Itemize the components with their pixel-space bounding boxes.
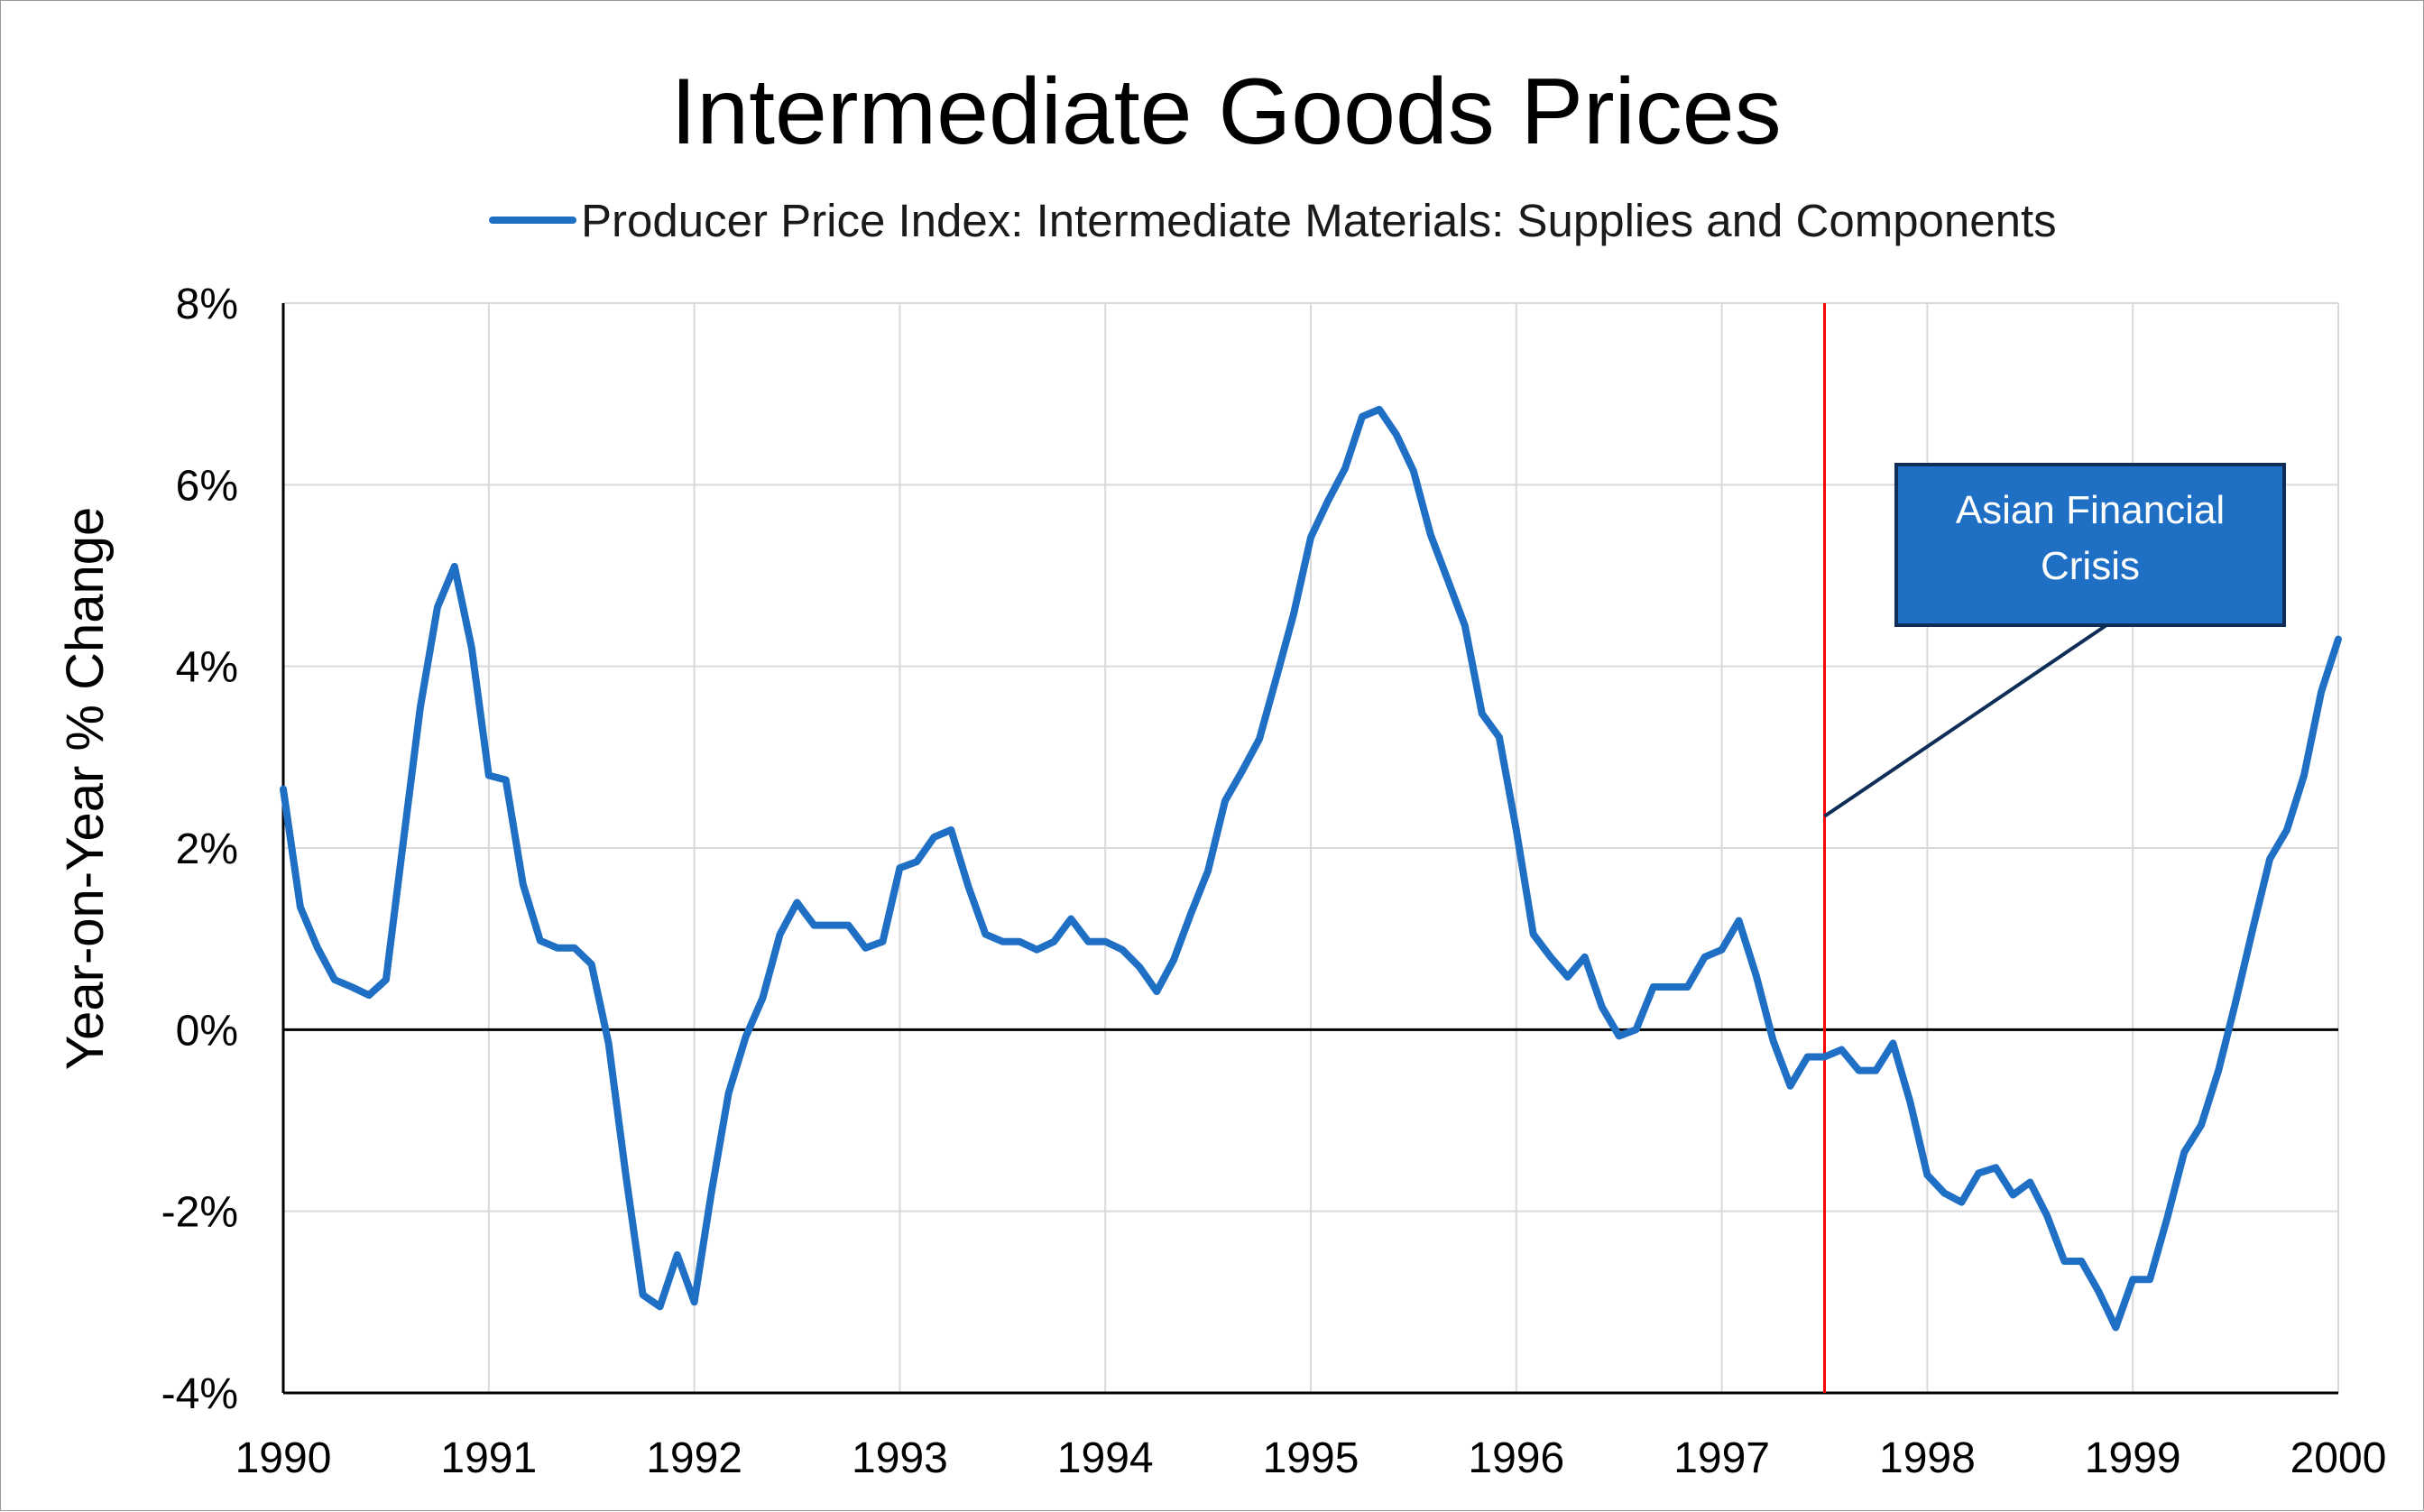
legend-label: Producer Price Index: Intermediate Mater…: [581, 195, 2057, 246]
tick-labels: -4% -2% 0% 2% 4% 6% 8% 1990 1991 1992 1993 1994 1995…: [161, 281, 2387, 1482]
y-tick-label: -4%: [161, 1370, 238, 1418]
x-tick-label: 2000: [2290, 1434, 2387, 1482]
annotation-box: [1894, 463, 2286, 627]
gridlines: [283, 302, 2339, 1394]
y-tick-label: 4%: [176, 644, 238, 692]
x-tick-label: 1997: [1673, 1434, 1770, 1482]
chart-title: Intermediate Goods Prices: [670, 60, 1781, 164]
y-tick-label: -2%: [161, 1189, 238, 1237]
x-tick-label: 1995: [1263, 1434, 1359, 1482]
x-tick-label: 1994: [1057, 1434, 1154, 1482]
x-tick-label: 1999: [2085, 1434, 2181, 1482]
x-tick-label: 1996: [1468, 1434, 1564, 1482]
y-tick-label: 2%: [176, 825, 238, 873]
y-tick-label: 6%: [176, 462, 238, 510]
annotation-text-line1: Asian Financial: [1956, 488, 2225, 532]
series-line: [280, 405, 2342, 1332]
series-layer: [280, 405, 2342, 1332]
legend: Producer Price Index: Intermediate Mater…: [489, 195, 2057, 246]
x-tick-label: 1990: [235, 1434, 332, 1482]
x-tick-label: 1991: [440, 1434, 537, 1482]
axes: [281, 303, 2338, 1395]
y-axis-label: Year-on-Year % Change: [56, 507, 115, 1071]
y-tick-label: 0%: [176, 1007, 238, 1055]
x-tick-label: 1993: [852, 1434, 948, 1482]
x-tick-label: 1998: [1879, 1434, 1976, 1482]
y-tick-label: 8%: [176, 281, 238, 328]
x-tick-label: 1992: [646, 1434, 742, 1482]
annotation-callout: Asian Financial Crisis: [1823, 463, 2286, 818]
annotation-leader-line: [1823, 623, 2108, 818]
annotation-text-line2: Crisis: [2041, 544, 2140, 588]
